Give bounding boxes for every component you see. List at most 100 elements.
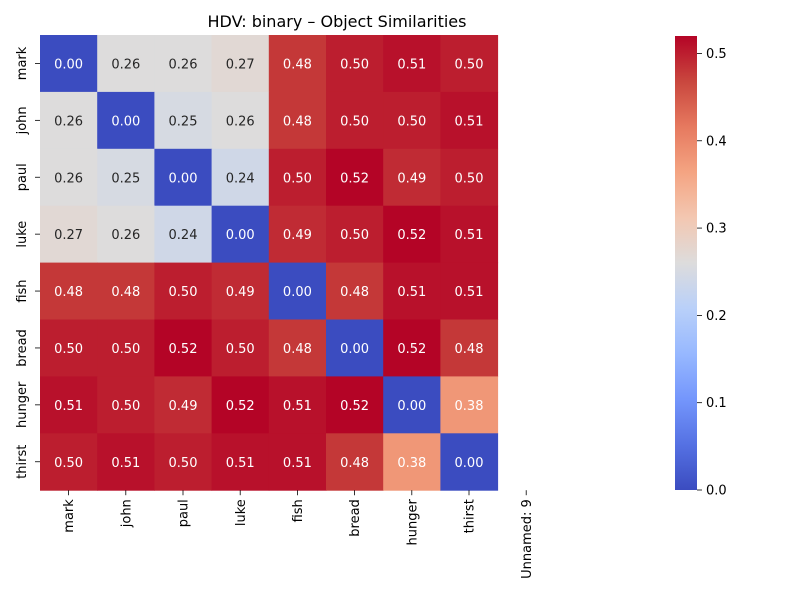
heatmap-cell (40, 148, 98, 207)
heatmap-cell (97, 319, 155, 377)
heatmap-cell (40, 205, 98, 264)
x-tick-label: fish (291, 499, 306, 522)
cell-value-label: 0.51 (455, 228, 484, 243)
heatmap-cell (154, 433, 213, 491)
x-tick-label: bread (348, 499, 363, 537)
heatmap-cell (383, 35, 441, 93)
heatmap-cell (211, 262, 270, 320)
cell-value-label: 0.49 (397, 171, 426, 186)
cell-value-label: 0.51 (283, 456, 312, 471)
cell-value-label: 0.48 (340, 285, 369, 300)
heatmap-cell (211, 35, 270, 93)
x-tick-label: john (119, 499, 134, 528)
chart-title: HDV: binary – Object Similarities (208, 12, 467, 31)
cell-value-label: 0.48 (54, 285, 83, 300)
x-tick-label: luke (234, 499, 249, 526)
cell-value-label: 0.00 (397, 399, 426, 414)
x-tick-label: hunger (405, 499, 420, 546)
heatmap-cell (440, 91, 499, 150)
cell-value-label: 0.50 (111, 399, 140, 414)
heatmap-cell (154, 35, 213, 93)
cell-value-label: 0.24 (169, 228, 198, 243)
y-tick-label: paul (15, 163, 30, 191)
cell-value-label: 0.26 (111, 228, 140, 243)
cell-value-label: 0.48 (455, 342, 484, 357)
cell-value-label: 0.52 (340, 171, 369, 186)
x-tick-label: thirst (463, 499, 478, 533)
cell-value-label: 0.52 (169, 342, 198, 357)
cell-value-label: 0.49 (226, 285, 255, 300)
heatmap-cell (40, 262, 98, 320)
cell-value-label: 0.50 (340, 57, 369, 72)
cell-value-label: 0.00 (54, 57, 83, 72)
heatmap-cell (211, 319, 270, 377)
colorbar-tick-label: 0.0 (706, 484, 727, 499)
cell-value-label: 0.48 (340, 456, 369, 471)
cell-value-label: 0.00 (340, 342, 369, 357)
heatmap-cell (326, 433, 384, 491)
colorbar-tick-label: 0.2 (706, 309, 727, 324)
x-tick-label: paul (177, 499, 192, 527)
cell-value-label: 0.27 (54, 228, 83, 243)
cell-value-label: 0.50 (397, 114, 426, 129)
x-tick-label: mark (62, 499, 77, 533)
cell-value-label: 0.48 (283, 57, 312, 72)
cell-value-label: 0.26 (54, 114, 83, 129)
cell-value-label: 0.50 (340, 114, 369, 129)
colorbar-tick-label: 0.4 (706, 134, 727, 149)
heatmap-cell (40, 35, 98, 93)
heatmap-cell (154, 319, 213, 377)
cell-value-label: 0.51 (397, 285, 426, 300)
cell-value-label: 0.25 (169, 114, 198, 129)
cell-value-label: 0.48 (283, 342, 312, 357)
cell-value-label: 0.50 (340, 228, 369, 243)
cell-value-label: 0.52 (226, 399, 255, 414)
x-tick-label: Unnamed: 9 (520, 499, 535, 579)
y-tick-label: thirst (15, 445, 30, 479)
heatmap-cell (40, 319, 98, 377)
heatmap-cell (211, 376, 270, 434)
heatmap-cell (383, 262, 441, 320)
heatmap-cell (97, 262, 155, 320)
heatmap-cell (211, 148, 270, 207)
cell-value-label: 0.00 (169, 171, 198, 186)
cell-value-label: 0.00 (283, 285, 312, 300)
heatmap-cell (211, 433, 270, 491)
cell-value-label: 0.48 (111, 285, 140, 300)
heatmap-cell (268, 91, 327, 150)
heatmap-cell (440, 262, 499, 320)
heatmap-cell (211, 91, 270, 150)
heatmap-cell (97, 35, 155, 93)
heatmap-cell (326, 262, 384, 320)
heatmap-cell (268, 205, 327, 264)
cell-value-label: 0.50 (54, 342, 83, 357)
cell-value-label: 0.24 (226, 171, 255, 186)
heatmap-cell (326, 35, 384, 93)
cell-value-label: 0.26 (54, 171, 83, 186)
heatmap-cell (326, 148, 384, 207)
y-tick-label: luke (15, 221, 30, 248)
cell-value-label: 0.52 (340, 399, 369, 414)
cell-value-label: 0.50 (455, 57, 484, 72)
cell-value-label: 0.48 (283, 114, 312, 129)
heatmap-cell (440, 319, 499, 377)
cell-value-label: 0.38 (455, 399, 484, 414)
heatmap-cell (383, 148, 441, 207)
heatmap-cell (440, 205, 499, 264)
cell-value-label: 0.50 (54, 456, 83, 471)
heatmap-cell (97, 148, 155, 207)
heatmap-cell (268, 376, 327, 434)
heatmap-cell (440, 35, 499, 93)
heatmap-cells (40, 35, 499, 491)
heatmap-cell (40, 376, 98, 434)
y-tick-label: bread (15, 329, 30, 367)
cell-value-label: 0.00 (455, 456, 484, 471)
cell-value-label: 0.51 (111, 456, 140, 471)
cell-value-label: 0.26 (111, 57, 140, 72)
cell-value-label: 0.51 (455, 285, 484, 300)
heatmap-cell (326, 205, 384, 264)
cell-value-label: 0.51 (226, 456, 255, 471)
cell-value-label: 0.52 (397, 342, 426, 357)
cell-value-label: 0.38 (397, 456, 426, 471)
cell-value-label: 0.49 (283, 228, 312, 243)
